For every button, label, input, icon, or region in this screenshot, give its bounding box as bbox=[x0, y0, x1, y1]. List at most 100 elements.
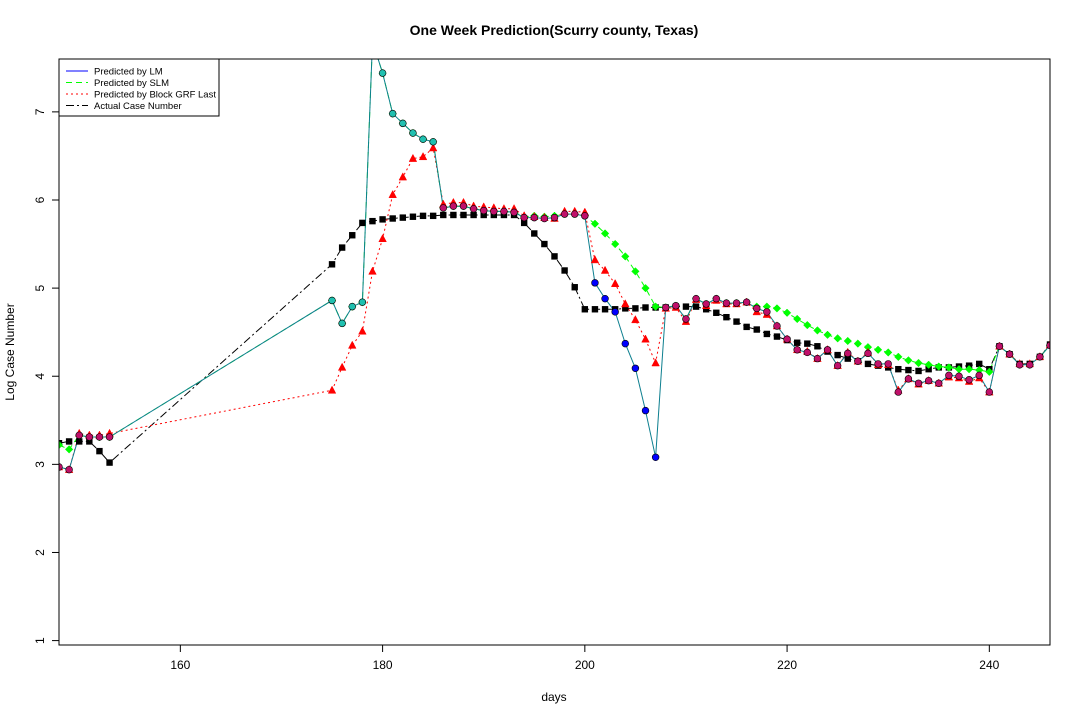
data-point bbox=[520, 219, 528, 227]
data-point bbox=[813, 326, 822, 335]
data-point bbox=[469, 205, 478, 213]
data-point bbox=[460, 211, 467, 219]
data-point bbox=[843, 336, 852, 346]
data-point bbox=[904, 375, 913, 383]
data-point bbox=[490, 207, 498, 216]
data-point bbox=[621, 339, 629, 348]
data-point bbox=[450, 211, 457, 219]
data-point bbox=[419, 212, 427, 220]
data-point bbox=[823, 330, 832, 339]
data-point bbox=[722, 299, 731, 307]
data-point bbox=[611, 308, 619, 316]
data-point bbox=[641, 334, 650, 343]
data-point bbox=[976, 360, 983, 368]
data-point bbox=[591, 279, 599, 287]
y-tick-label: 5 bbox=[33, 284, 47, 291]
data-point bbox=[500, 207, 508, 216]
data-point bbox=[560, 210, 569, 218]
data-point bbox=[772, 304, 782, 313]
data-point bbox=[480, 211, 487, 219]
data-point bbox=[914, 379, 923, 387]
data-point bbox=[399, 214, 407, 221]
data-point bbox=[328, 296, 336, 305]
legend-entry-label: Predicted by SLM bbox=[94, 78, 169, 89]
data-point bbox=[64, 445, 74, 454]
series-3-line-group bbox=[59, 214, 1050, 464]
data-point bbox=[75, 431, 83, 439]
data-point bbox=[520, 213, 528, 222]
data-point bbox=[651, 302, 660, 311]
data-point bbox=[1005, 350, 1014, 358]
data-point bbox=[429, 138, 437, 146]
y-tick-label: 7 bbox=[33, 108, 47, 115]
data-point bbox=[873, 345, 883, 354]
data-point bbox=[327, 385, 337, 394]
data-point bbox=[793, 339, 801, 346]
data-point bbox=[702, 306, 710, 313]
x-tick-label: 240 bbox=[979, 658, 999, 672]
data-point bbox=[732, 299, 741, 307]
data-point bbox=[793, 314, 802, 324]
data-point bbox=[713, 309, 720, 316]
data-point bbox=[591, 306, 599, 313]
data-point bbox=[662, 303, 670, 312]
data-point bbox=[348, 340, 357, 349]
data-point bbox=[935, 379, 943, 387]
data-point bbox=[470, 211, 477, 219]
data-point bbox=[369, 217, 376, 225]
data-point bbox=[428, 143, 438, 152]
data-point bbox=[358, 298, 367, 306]
data-point bbox=[915, 367, 922, 375]
data-point bbox=[388, 189, 397, 198]
data-point bbox=[418, 152, 428, 161]
data-point bbox=[672, 302, 680, 310]
x-tick-label: 200 bbox=[575, 658, 595, 672]
data-point bbox=[631, 315, 640, 324]
data-point bbox=[844, 349, 852, 358]
data-point bbox=[398, 172, 408, 181]
series-2-line-group bbox=[59, 147, 1050, 471]
data-point bbox=[106, 459, 113, 466]
data-point bbox=[510, 208, 518, 217]
data-point bbox=[399, 119, 407, 128]
data-point bbox=[985, 367, 994, 376]
data-point bbox=[844, 355, 851, 362]
data-point bbox=[379, 216, 386, 223]
data-point bbox=[359, 219, 366, 227]
data-point bbox=[823, 346, 832, 354]
data-point bbox=[682, 315, 690, 323]
data-point bbox=[641, 406, 650, 415]
data-point bbox=[368, 266, 377, 275]
data-point bbox=[632, 305, 639, 312]
data-point bbox=[358, 326, 367, 335]
data-point bbox=[530, 213, 538, 222]
data-point bbox=[378, 69, 387, 77]
data-point bbox=[944, 363, 954, 372]
data-point bbox=[965, 376, 973, 384]
data-point bbox=[934, 362, 943, 371]
data-point bbox=[409, 213, 417, 220]
data-point bbox=[641, 283, 650, 293]
data-point bbox=[550, 213, 559, 222]
y-tick-label: 2 bbox=[33, 549, 47, 556]
data-point bbox=[783, 335, 791, 343]
data-point bbox=[853, 339, 863, 348]
data-point bbox=[955, 372, 963, 380]
data-point bbox=[864, 360, 872, 368]
data-point bbox=[814, 343, 821, 350]
data-point bbox=[581, 212, 589, 220]
data-point bbox=[753, 304, 761, 313]
data-point bbox=[914, 358, 923, 368]
data-point bbox=[337, 362, 347, 371]
y-tick-label: 1 bbox=[33, 637, 47, 644]
data-point bbox=[601, 294, 609, 303]
series-0-markers bbox=[59, 69, 1050, 474]
data-point bbox=[782, 308, 792, 317]
data-point bbox=[712, 294, 720, 303]
data-point bbox=[86, 438, 93, 445]
data-point bbox=[59, 440, 64, 450]
data-point bbox=[894, 388, 903, 396]
data-point bbox=[590, 255, 600, 264]
